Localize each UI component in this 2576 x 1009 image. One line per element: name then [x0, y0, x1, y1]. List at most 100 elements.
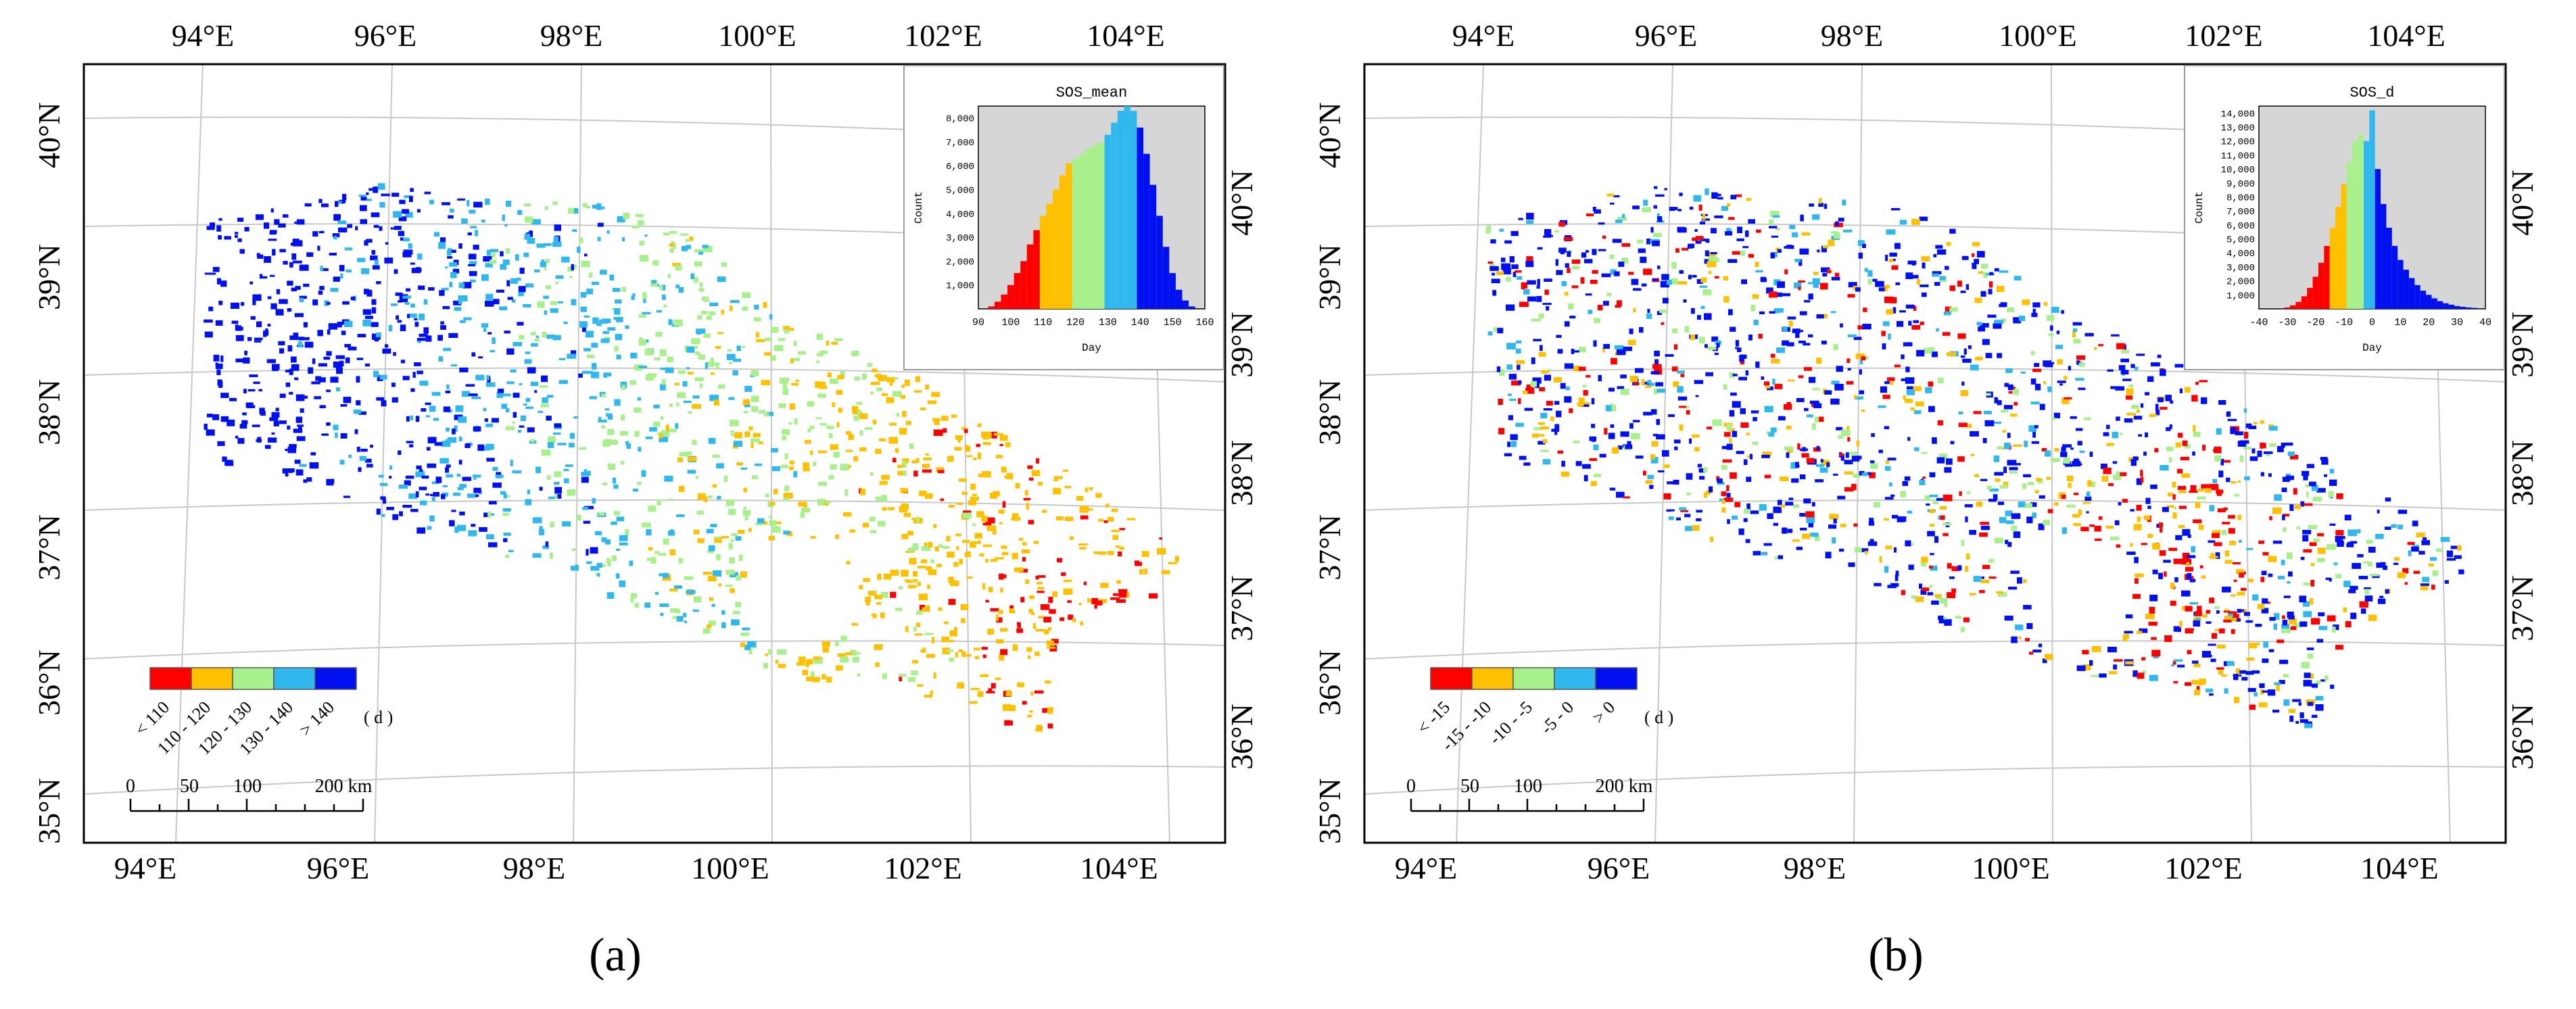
raster-cell [2108, 483, 2114, 487]
raster-cell [747, 641, 757, 647]
raster-cell [2189, 579, 2196, 583]
raster-cell [571, 548, 577, 551]
raster-cell [949, 657, 955, 662]
raster-cell [2208, 643, 2216, 646]
raster-cell [717, 332, 724, 335]
raster-cell [709, 302, 719, 306]
raster-cell [2061, 527, 2067, 534]
raster-cell [1823, 245, 1829, 249]
histogram-bar [2426, 295, 2432, 309]
raster-cell [527, 367, 536, 374]
raster-cell [1028, 655, 1031, 660]
raster-cell [1748, 219, 1755, 224]
raster-cell [905, 626, 909, 633]
raster-cell [2178, 433, 2183, 438]
raster-cell [872, 419, 877, 425]
raster-cell [2257, 450, 2262, 458]
histogram-bar [1020, 261, 1027, 309]
raster-cell [1724, 432, 1731, 437]
raster-cell [506, 280, 510, 287]
raster-cell [283, 214, 289, 218]
raster-cell [2300, 557, 2305, 560]
raster-cell [1788, 245, 1794, 249]
raster-cell [925, 566, 932, 570]
raster-cell [1706, 426, 1713, 430]
raster-cell [321, 433, 329, 436]
raster-cell [1556, 410, 1562, 418]
raster-cell [699, 383, 702, 389]
inset-y-tick: 7,000 [2226, 207, 2255, 218]
raster-cell [527, 238, 535, 244]
raster-cell [2331, 626, 2336, 633]
raster-cell [604, 338, 610, 343]
raster-cell [678, 558, 684, 564]
raster-cell [1707, 252, 1716, 257]
raster-cell [235, 335, 244, 341]
raster-cell [485, 263, 493, 268]
raster-cell [1009, 607, 1013, 614]
raster-cell [574, 207, 579, 214]
raster-cell [518, 286, 526, 293]
raster-cell [892, 391, 902, 397]
raster-cell [2237, 441, 2247, 447]
raster-cell [1798, 280, 1805, 282]
raster-cell [2045, 364, 2053, 368]
scale-bar-label: 50 [180, 776, 199, 797]
raster-cell [757, 518, 765, 524]
raster-cell [1974, 474, 1979, 477]
raster-cell [2126, 412, 2137, 416]
raster-cell [2118, 502, 2122, 506]
raster-cell [1651, 409, 1657, 415]
raster-cell [2221, 674, 2228, 677]
raster-cell [1946, 242, 1951, 246]
raster-cell [510, 369, 517, 373]
raster-cell [2013, 531, 2021, 538]
raster-cell [797, 351, 806, 355]
raster-cell [953, 562, 959, 567]
raster-cell [1909, 274, 1919, 279]
raster-cell [744, 404, 750, 408]
raster-cell [1000, 649, 1008, 656]
raster-cell [933, 672, 936, 679]
raster-cell [2303, 601, 2310, 607]
raster-cell [852, 656, 859, 663]
raster-cell [446, 385, 450, 389]
raster-cell [1886, 309, 1894, 315]
raster-cell [1881, 330, 1886, 337]
raster-cell [1504, 240, 1512, 244]
raster-cell [2164, 635, 2172, 642]
raster-cell [1721, 464, 1727, 470]
raster-cell [550, 522, 554, 528]
raster-cell [859, 447, 867, 451]
raster-cell [932, 418, 940, 422]
raster-cell [1677, 370, 1685, 374]
raster-cell [1011, 610, 1016, 614]
raster-cell [1684, 514, 1691, 518]
lon-label-top: 100°E [718, 18, 796, 53]
raster-cell [619, 580, 626, 587]
lat-label-left: 40°N [32, 102, 66, 168]
raster-cell [1970, 364, 1979, 371]
raster-cell [1728, 217, 1735, 220]
raster-cell [259, 408, 265, 414]
raster-cell [708, 620, 716, 626]
raster-cell [326, 422, 331, 426]
raster-cell [1799, 513, 1806, 517]
raster-cell [2268, 556, 2277, 562]
raster-cell [813, 656, 821, 660]
raster-cell [1867, 270, 1873, 277]
raster-cell [669, 588, 677, 592]
raster-cell [2255, 624, 2262, 627]
raster-cell [2160, 464, 2169, 471]
raster-cell [2008, 391, 2013, 394]
raster-cell [2216, 428, 2222, 435]
raster-cell [2175, 535, 2183, 541]
raster-cell [702, 245, 709, 249]
raster-cell [1951, 566, 1960, 572]
raster-cell [878, 374, 887, 381]
raster-cell [934, 421, 940, 425]
raster-cell [504, 330, 510, 334]
raster-cell [1734, 501, 1740, 508]
raster-cell [872, 368, 878, 372]
raster-cell [1885, 254, 1888, 262]
